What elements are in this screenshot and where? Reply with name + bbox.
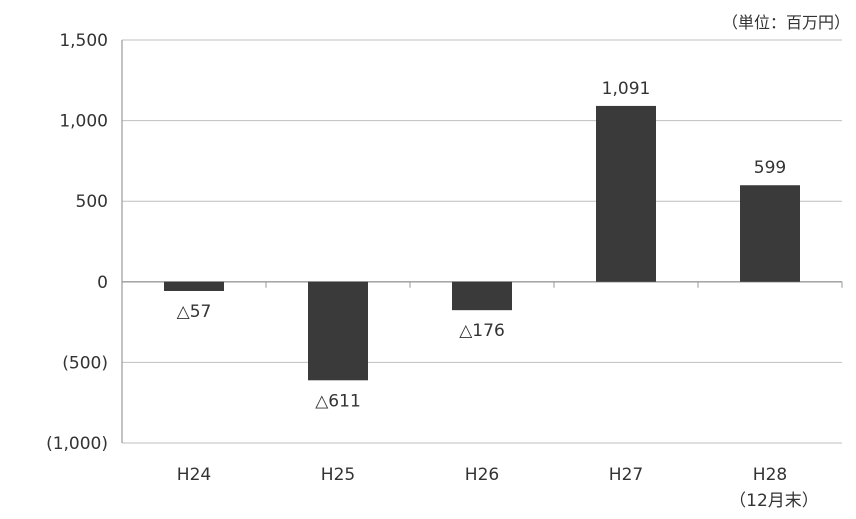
gridlines bbox=[122, 39, 842, 444]
y-tick-label: (500) bbox=[62, 353, 108, 373]
y-tick-label: 1,500 bbox=[59, 31, 108, 51]
x-tick-label-h28: H28 bbox=[753, 465, 787, 485]
x-tick-label-h27: H27 bbox=[609, 465, 643, 485]
data-label-h24: △57 bbox=[177, 302, 212, 322]
x-tick-label-h24: H24 bbox=[177, 465, 211, 485]
bars bbox=[164, 105, 800, 381]
y-tick-label: 0 bbox=[97, 273, 108, 293]
bar-h25 bbox=[308, 281, 368, 381]
y-tick-label: 1,000 bbox=[59, 112, 108, 132]
bar-h28 bbox=[740, 185, 800, 282]
x-tick-sublabel-h28: （12月末） bbox=[729, 491, 819, 511]
unit-label: （単位：百万円） bbox=[722, 13, 850, 32]
x-tick-label-h26: H26 bbox=[465, 465, 499, 485]
data-label-h26: △176 bbox=[459, 321, 505, 341]
bar-h24 bbox=[164, 281, 224, 291]
bar-h26 bbox=[452, 281, 512, 311]
y-tick-label: (1,000) bbox=[46, 434, 108, 454]
y-axis-tick-labels: 1,500 1,000 500 0 (500) (1,000) bbox=[46, 31, 108, 454]
data-label-h28: 599 bbox=[754, 158, 786, 178]
data-labels: △57 △611 △176 1,091 599 bbox=[177, 79, 787, 411]
data-label-h25: △611 bbox=[315, 391, 361, 411]
x-axis-tick-labels: H24 H25 H26 H27 H28 （12月末） bbox=[177, 465, 819, 511]
axes bbox=[121, 40, 843, 443]
x-tick-label-h25: H25 bbox=[321, 465, 355, 485]
bar-h27 bbox=[596, 105, 656, 282]
y-tick-label: 500 bbox=[76, 192, 108, 212]
data-label-h27: 1,091 bbox=[602, 79, 651, 99]
